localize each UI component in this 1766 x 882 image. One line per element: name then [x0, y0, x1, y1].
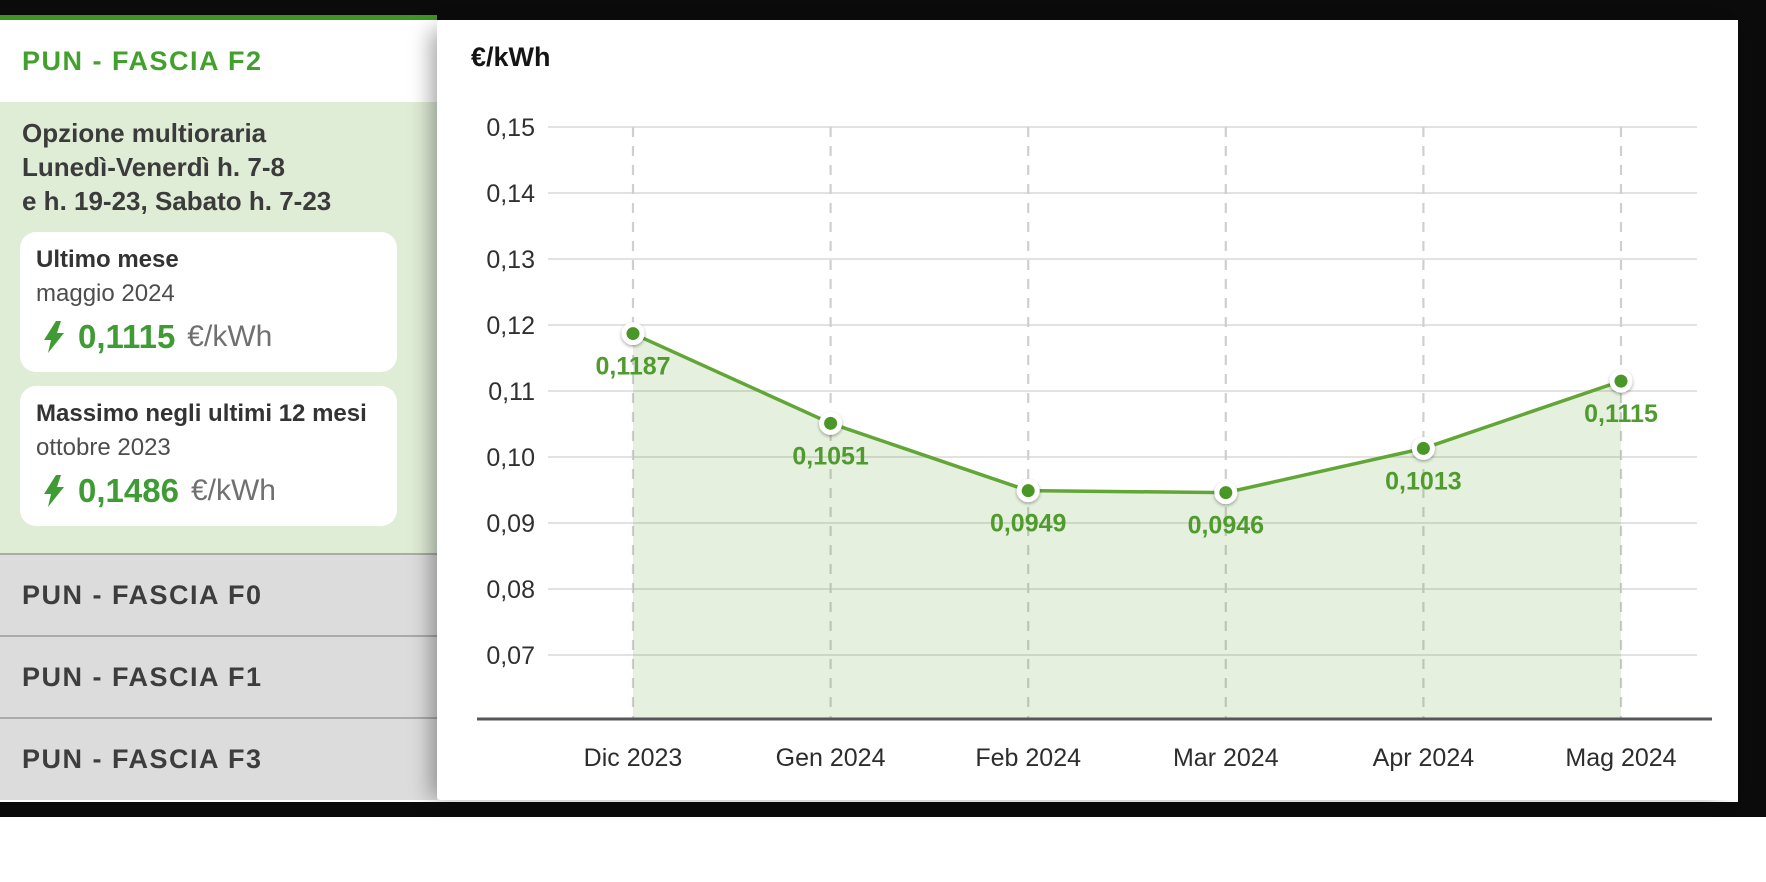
data-point-label: 0,1013	[1385, 467, 1461, 495]
fascia-f2-detail-panel: Opzione multioraria Lunedì-Venerdì h. 7-…	[0, 102, 437, 553]
data-point	[621, 322, 645, 346]
x-axis-label: Feb 2024	[975, 744, 1081, 772]
x-axis-label: Dic 2023	[584, 744, 683, 772]
data-point-label: 0,1187	[595, 353, 670, 381]
option-description-line-1: Opzione multioraria	[22, 118, 267, 148]
price-line	[632, 331, 1622, 495]
torn-frame-top	[0, 0, 1766, 20]
area-fill	[633, 333, 1621, 719]
x-axis-label: Mag 2024	[1565, 744, 1676, 772]
stat-unit: €/kWh	[187, 320, 273, 353]
data-point-label: 0,0949	[990, 510, 1066, 538]
lightning-icon	[44, 321, 64, 353]
tab-pun-fascia-f3-label: PUN - FASCIA F3	[22, 744, 263, 774]
stat-value: 0,1486	[78, 472, 179, 509]
data-point	[1411, 436, 1435, 460]
price-chart: 0,15 0,14 0,13 0,12 0,11 0,10 0,09 0,08 0,07 0,11…	[477, 114, 1712, 772]
tab-pun-fascia-f1[interactable]: PUN - FASCIA F1	[0, 635, 437, 717]
stat-value-row: 0,1486 €/kWh	[36, 472, 379, 510]
tab-pun-fascia-f2[interactable]: PUN - FASCIA F2	[0, 20, 437, 102]
option-description-line-3: e h. 19-23, Sabato h. 7-23	[22, 186, 332, 216]
x-axis-label: Gen 2024	[776, 744, 886, 772]
stat-period: maggio 2024	[36, 280, 175, 307]
stat-card-last-month: Ultimo mese maggio 2024 0,1115 €/kWh	[20, 232, 397, 372]
option-description: Opzione multioraria Lunedì-Venerdì h. 7-…	[20, 116, 397, 218]
stat-value-row: 0,1115 €/kWh	[36, 318, 379, 356]
y-tick-label: 0,15	[486, 114, 535, 142]
data-point-label: 0,1115	[1584, 400, 1658, 428]
tab-pun-fascia-f2-label: PUN - FASCIA F2	[22, 45, 263, 76]
stat-title: Ultimo mese	[36, 246, 179, 273]
torn-frame-right	[1738, 0, 1766, 817]
lightning-icon	[44, 475, 64, 507]
x-axis-label: Mar 2024	[1173, 744, 1279, 772]
tab-pun-fascia-f0-label: PUN - FASCIA F0	[22, 579, 263, 610]
y-tick-label: 0,11	[488, 378, 535, 406]
data-point-label: 0,1051	[792, 442, 869, 470]
stat-card-12month-max: Massimo negli ultimi 12 mesi ottobre 202…	[20, 386, 397, 526]
chart-unit-label: €/kWh	[471, 42, 551, 72]
chart-card: €/kWh 0,15 0,14 0,13 0,12 0,11 0,10 0,09 0,08 0,…	[437, 20, 1738, 800]
data-point	[1609, 369, 1633, 393]
data-point	[819, 411, 843, 435]
tab-pun-fascia-f3[interactable]: PUN - FASCIA F3	[0, 717, 437, 800]
stat-value: 0,1115	[78, 318, 176, 355]
y-tick-label: 0,13	[486, 246, 535, 274]
tab-pun-fascia-f0[interactable]: PUN - FASCIA F0	[0, 553, 437, 635]
stat-title: Massimo negli ultimi 12 mesi	[36, 400, 367, 427]
y-tick-label: 0,14	[486, 180, 535, 208]
stat-period: ottobre 2023	[36, 434, 171, 461]
x-axis-label: Apr 2024	[1373, 744, 1475, 772]
data-point	[1214, 481, 1238, 505]
data-point	[1016, 479, 1040, 503]
y-tick-label: 0,08	[486, 576, 535, 604]
y-tick-label: 0,12	[486, 312, 535, 340]
option-description-line-2: Lunedì-Venerdì h. 7-8	[22, 152, 285, 182]
y-tick-label: 0,10	[486, 444, 535, 472]
stat-unit: €/kWh	[190, 474, 276, 507]
y-tick-label: 0,07	[486, 642, 535, 670]
tab-pun-fascia-f1-label: PUN - FASCIA F1	[22, 661, 263, 692]
y-tick-label: 0,09	[486, 510, 535, 538]
torn-frame-bottom	[0, 802, 1766, 817]
sidebar: PUN - FASCIA F2 Opzione multioraria Lune…	[0, 15, 437, 800]
data-point-label: 0,0946	[1188, 512, 1264, 540]
